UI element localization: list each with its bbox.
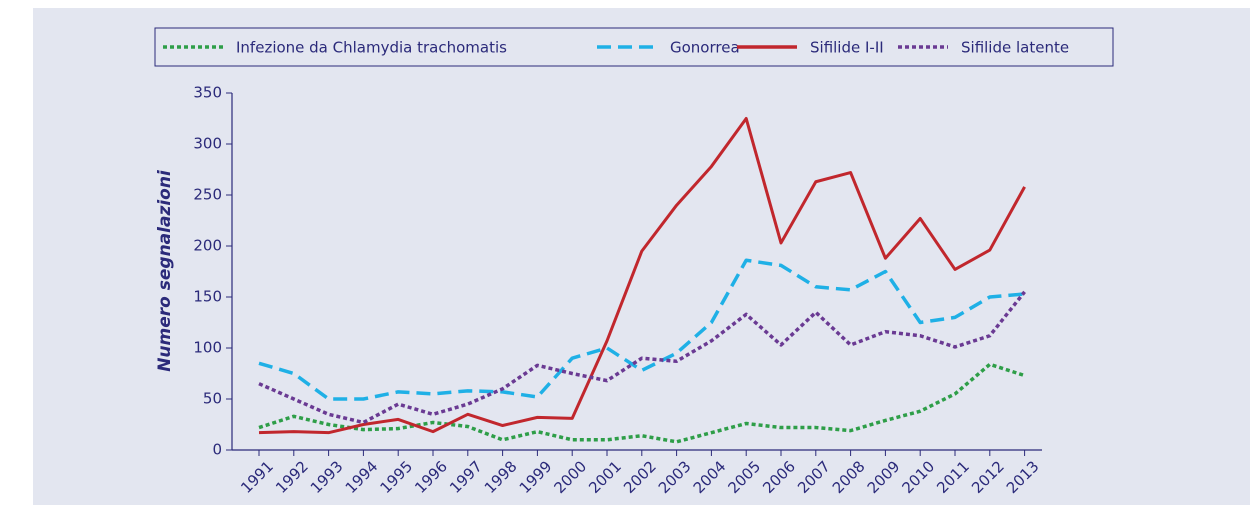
series-line <box>258 362 1026 444</box>
y-axis-label: Numero segnalazioni <box>155 169 175 372</box>
y-tick-label: 350 <box>193 84 222 102</box>
series-line <box>258 290 1026 425</box>
panel <box>33 8 1250 505</box>
series-line <box>258 117 1026 435</box>
legend-label: Sifilide latente <box>961 39 1069 57</box>
y-tick-label: 300 <box>193 135 222 153</box>
legend-label: Infezione da Chlamydia trachomatis <box>236 39 507 57</box>
y-tick-label: 250 <box>193 186 222 204</box>
legend-label: Sifilide I-II <box>810 39 884 57</box>
series-line <box>258 258 1025 401</box>
y-tick-label: 100 <box>193 339 222 357</box>
legend-label: Gonorrea <box>670 39 740 57</box>
legend-box <box>154 27 1114 67</box>
y-tick-label: 50 <box>203 390 222 408</box>
y-tick-label: 0 <box>212 441 222 459</box>
y-tick-label: 200 <box>193 237 222 255</box>
y-tick-label: 150 <box>193 288 222 306</box>
